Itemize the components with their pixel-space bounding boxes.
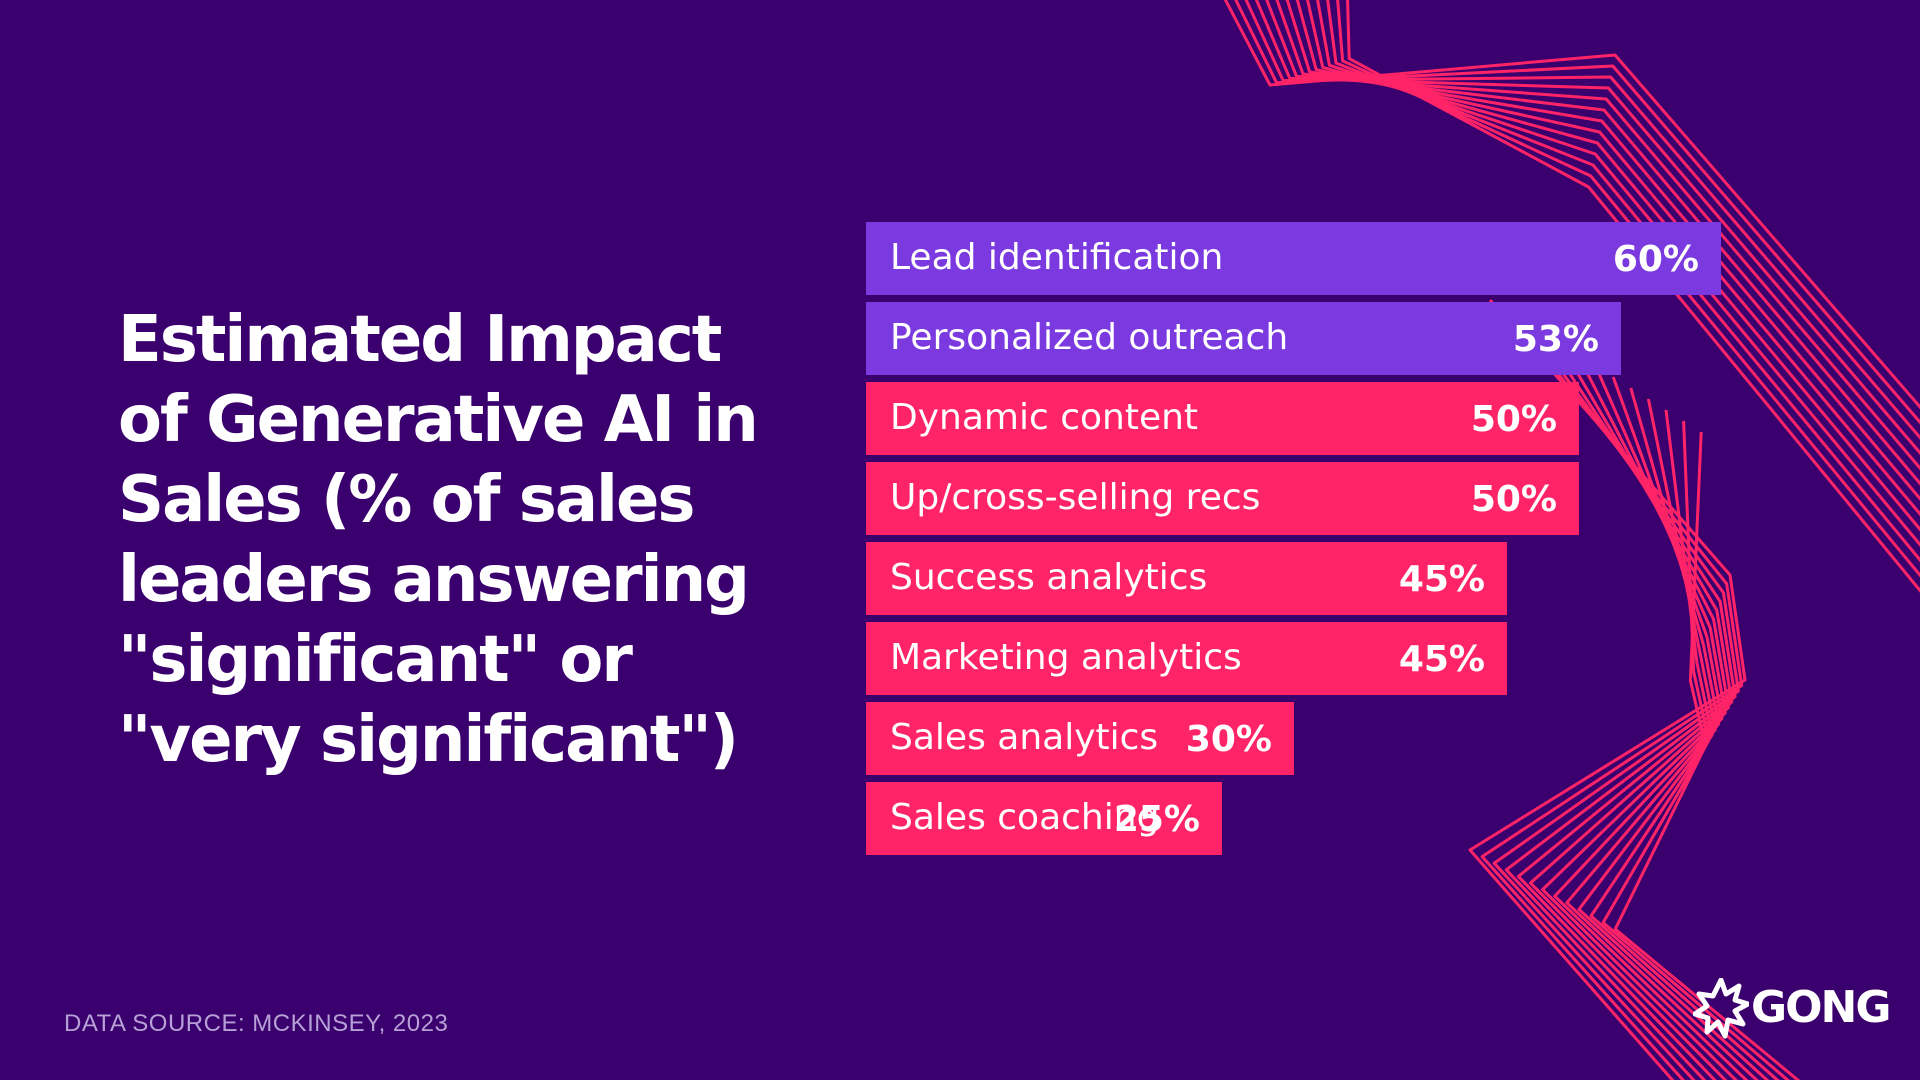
decorative-curve (1275, 0, 1920, 486)
bar-value-label: 45% (1398, 639, 1485, 680)
chart-title: Estimated Impact of Generative AI in Sal… (118, 303, 759, 777)
bar-category-label: Personalized outreach (890, 317, 1289, 358)
decorative-curve (1601, 420, 1790, 1080)
decorative-curve (1565, 387, 1759, 1080)
bar-category-label: Sales analytics (890, 717, 1159, 758)
decorative-curve (1326, 0, 1920, 563)
decorative-curve (1244, 0, 1920, 440)
bar-category-label: Success analytics (890, 557, 1208, 598)
decorative-curve (1336, 0, 1920, 578)
decorative-curve (1254, 0, 1920, 456)
bar-category-label: Dynamic content (890, 397, 1199, 438)
bar-category-label: Sales coaching (890, 797, 1160, 838)
decorative-curve (1234, 0, 1920, 425)
bar-value-label: 50% (1470, 399, 1557, 440)
decorative-curve (1577, 398, 1770, 1080)
bar: Success analytics 45% (866, 542, 1507, 615)
decorative-curve (1265, 0, 1920, 471)
bar-value-label: 50% (1470, 479, 1557, 520)
bar-value-label: 30% (1185, 719, 1272, 760)
bar-value-label: 53% (1512, 319, 1599, 360)
gong-starburst-icon (1693, 978, 1749, 1039)
bar-category-label: Marketing analytics (890, 637, 1242, 678)
bar: Personalized outreach 53% (866, 302, 1621, 375)
gong-logo: GONG (1693, 978, 1891, 1040)
bar: Up/cross-selling recs 50% (866, 462, 1579, 535)
bar-value-label: 60% (1612, 239, 1699, 280)
decorative-curve (1295, 0, 1920, 517)
bar: Marketing analytics 45% (866, 622, 1507, 695)
decorative-curve (1316, 0, 1920, 547)
decorative-curve (1285, 0, 1920, 501)
decorative-curve (1589, 409, 1780, 1080)
data-source-note: DATA SOURCE: MCKINSEY, 2023 (64, 1010, 449, 1037)
decorative-curve (1305, 0, 1920, 532)
decorative-curve (1613, 431, 1801, 1080)
logo-wordmark: GONG (1751, 982, 1891, 1033)
bar-value-label: 25% (1113, 799, 1200, 840)
bar-value-label: 45% (1398, 559, 1485, 600)
decorative-curve (1346, 0, 1920, 593)
decorative-curve (1223, 0, 1920, 410)
bar: Sales coaching 25% (866, 782, 1222, 855)
bar: Lead identification 60% (866, 222, 1721, 295)
bar: Dynamic content 50% (866, 382, 1579, 455)
bar: Sales analytics 30% (866, 702, 1294, 775)
bar-category-label: Lead identification (890, 237, 1224, 278)
bar-category-label: Up/cross-selling recs (890, 477, 1261, 518)
